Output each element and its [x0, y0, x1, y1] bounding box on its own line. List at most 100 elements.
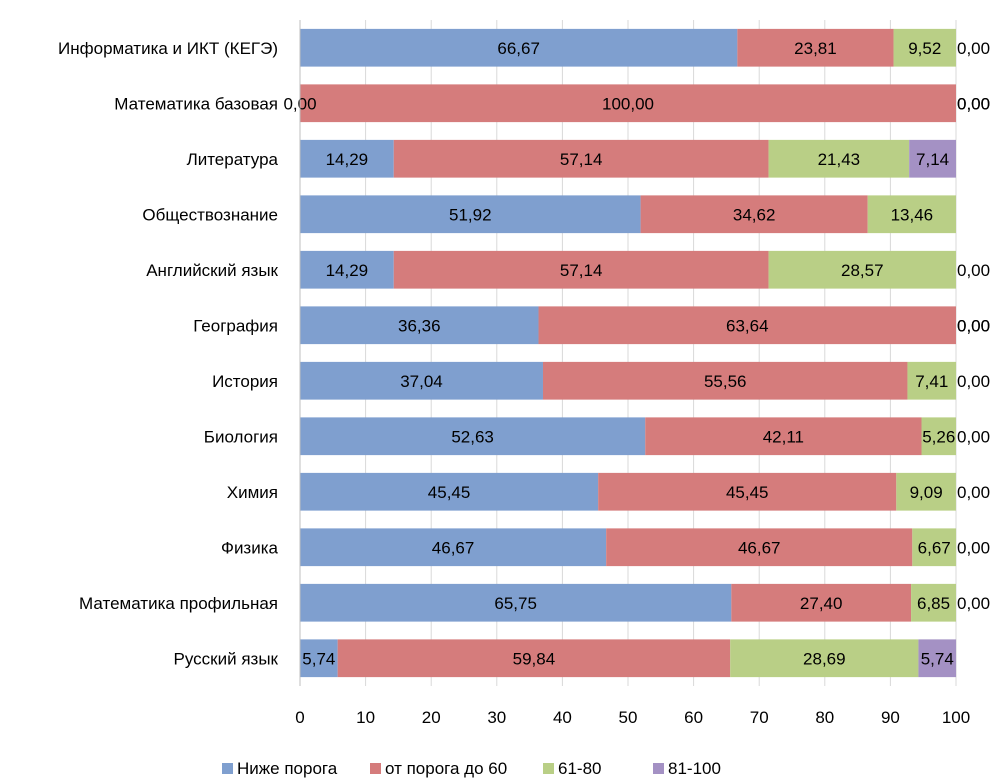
bars: [300, 28, 957, 678]
bar-segment: [731, 583, 912, 622]
data-label: 65,75: [494, 594, 537, 613]
legend-swatch: [222, 763, 233, 774]
bar-segment: [768, 250, 956, 289]
bar-segment: [893, 28, 956, 67]
bar-segment: [300, 28, 738, 67]
data-label: 6,67: [918, 538, 951, 557]
bar-segment: [300, 306, 539, 345]
x-tick-label: 80: [815, 708, 834, 727]
category-label: Информатика и ИКТ (КЕГЭ): [58, 39, 278, 58]
bar-segment: [645, 417, 922, 456]
bar-segment: [300, 139, 394, 178]
data-label: 36,36: [398, 316, 441, 335]
x-tick-label: 30: [487, 708, 506, 727]
bar-segment: [300, 472, 599, 511]
data-label: 100,00: [602, 94, 654, 113]
bar-segment: [606, 528, 913, 567]
bar-segment: [300, 639, 338, 678]
category-label: Математика базовая: [114, 94, 278, 113]
category-label: Физика: [221, 538, 279, 557]
data-label: 13,46: [891, 205, 934, 224]
data-label: 46,67: [432, 538, 475, 557]
data-label: 0,00: [957, 594, 990, 613]
bar-segment: [300, 417, 646, 456]
data-label: 9,52: [908, 39, 941, 58]
category-label: Химия: [227, 483, 278, 502]
legend-label: от порога до 60: [385, 759, 507, 778]
data-label: 63,64: [726, 316, 769, 335]
bar-segment: [393, 139, 769, 178]
bar-segment: [909, 139, 956, 178]
category-label: Литература: [187, 150, 279, 169]
gridlines: [299, 20, 957, 686]
data-label: 7,41: [915, 372, 948, 391]
data-label: 21,43: [818, 150, 861, 169]
bar-segment: [300, 361, 543, 400]
data-label: 34,62: [733, 205, 776, 224]
data-label: 42,11: [763, 427, 804, 446]
data-labels: 66,67 23,81 9,52 0,00 0,00 100,00 0,00 0,00 14,2…: [283, 39, 990, 669]
legend-swatch: [653, 763, 664, 774]
category-labels: Информатика и ИКТ (КЕГЭ) Математика базов…: [58, 39, 279, 669]
data-label: 51,92: [449, 205, 492, 224]
x-tick-label: 70: [750, 708, 769, 727]
x-tick-label: 20: [422, 708, 441, 727]
data-label: 6,85: [917, 594, 950, 613]
data-label: 45,45: [428, 483, 471, 502]
data-label: 28,57: [841, 261, 884, 280]
bar-segment: [640, 195, 868, 234]
x-tick-label: 60: [684, 708, 703, 727]
legend-swatch: [370, 763, 381, 774]
bar-segment: [300, 84, 956, 123]
bar-segment: [737, 28, 894, 67]
bar-segment: [918, 639, 957, 678]
data-label: 57,14: [560, 261, 603, 280]
bar-segment: [921, 417, 956, 456]
x-axis: 0 10 20 30 40 50 60 70 80 90 100: [295, 20, 970, 727]
bar-segment: [300, 195, 641, 234]
data-label: 66,67: [497, 39, 540, 58]
bar-segment: [393, 250, 769, 289]
data-label: 0,00: [957, 261, 990, 280]
x-tick-label: 50: [619, 708, 638, 727]
category-label: Английский язык: [146, 261, 278, 280]
x-tick-label: 40: [553, 708, 572, 727]
legend-label: 81-100: [668, 759, 721, 778]
bar-segment: [598, 472, 897, 511]
data-label: 27,40: [800, 594, 843, 613]
bar-segment: [911, 583, 956, 622]
data-label: 5,74: [921, 649, 954, 668]
category-label: Биология: [204, 427, 278, 446]
data-label: 5,26: [922, 427, 955, 446]
data-label: 0,00: [957, 94, 990, 113]
legend-label: Ниже порога: [237, 759, 338, 778]
bar-segment: [907, 361, 957, 400]
data-label: 14,29: [326, 261, 369, 280]
data-label: 23,81: [794, 39, 837, 58]
x-tick-label: 10: [356, 708, 375, 727]
legend-label: 61-80: [558, 759, 601, 778]
data-label: 0,00: [957, 316, 990, 335]
data-label: 0,00: [957, 316, 990, 335]
data-label: 0,00: [957, 483, 990, 502]
bar-segment: [300, 583, 732, 622]
bar-segment: [300, 250, 394, 289]
data-label: 46,67: [738, 538, 781, 557]
x-tick-label: 100: [942, 708, 970, 727]
category-label: История: [212, 372, 278, 391]
data-label: 0,00: [957, 39, 990, 58]
bar-segment: [768, 139, 910, 178]
data-label: 0,00: [957, 372, 990, 391]
category-label: Обществознание: [142, 205, 278, 224]
data-label: 57,14: [560, 150, 603, 169]
data-label: 5,74: [302, 649, 335, 668]
bar-segment: [867, 195, 956, 234]
data-label: 45,45: [726, 483, 769, 502]
data-label: 0,00: [957, 94, 990, 113]
data-label: 59,84: [513, 649, 556, 668]
data-label: 0,00: [957, 538, 990, 557]
data-label: 37,04: [400, 372, 443, 391]
x-tick-label: 0: [295, 708, 304, 727]
data-label: 0,00: [957, 427, 990, 446]
